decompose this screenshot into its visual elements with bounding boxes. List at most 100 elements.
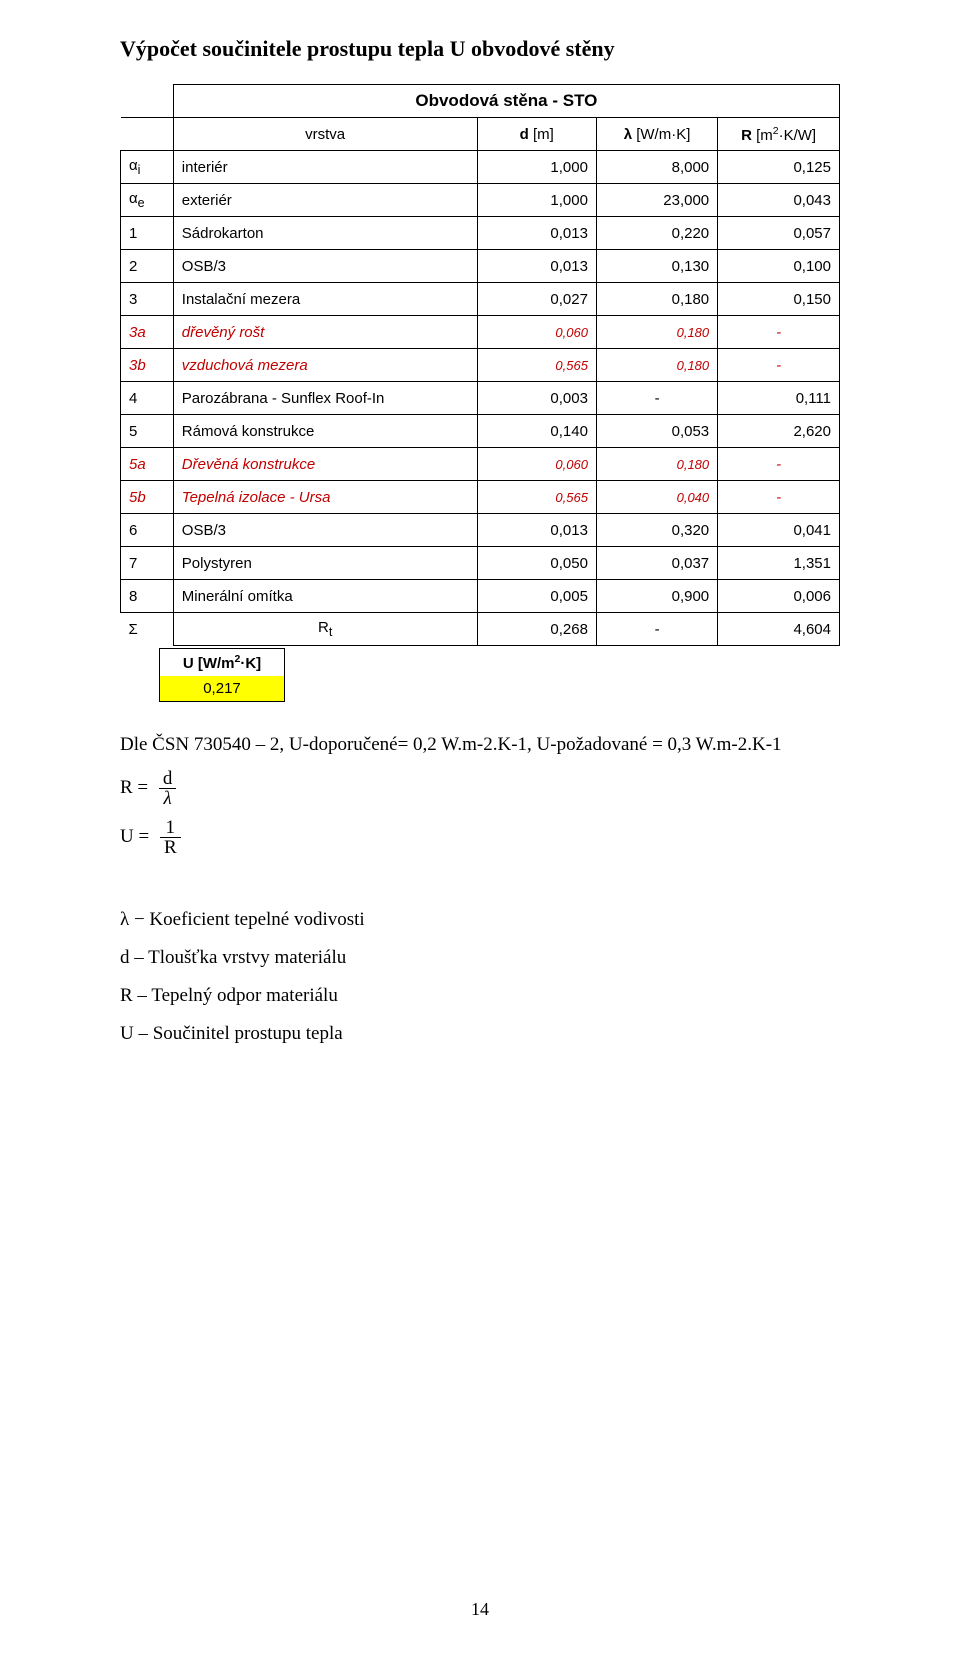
table-row: 1Sádrokarton0,0130,2200,057 — [121, 217, 840, 250]
sum-d: 0,268 — [477, 613, 596, 646]
fraction: d λ — [159, 769, 177, 808]
row-index: 2 — [121, 250, 174, 283]
row-value: - — [718, 316, 840, 349]
row-value: 1,000 — [477, 151, 596, 184]
table-row: 5Rámová konstrukce0,1400,0532,620 — [121, 415, 840, 448]
row-value: 1,000 — [477, 184, 596, 217]
row-value: 0,013 — [477, 514, 596, 547]
col-header-r: R [m2·K/W] — [718, 118, 840, 151]
row-label: Parozábrana - Sunflex Roof-In — [173, 382, 477, 415]
row-value: 0,043 — [718, 184, 840, 217]
calc-table: Obvodová stěna - STO vrstva d [m] λ [W/m… — [120, 84, 840, 646]
row-value: 0,050 — [477, 547, 596, 580]
row-value: 8,000 — [596, 151, 717, 184]
row-value: 0,111 — [718, 382, 840, 415]
row-value: 0,057 — [718, 217, 840, 250]
row-label: OSB/3 — [173, 514, 477, 547]
table-sum-row: Σ Rt 0,268 - 4,604 — [121, 613, 840, 646]
table-header-row: vrstva d [m] λ [W/m·K] R [m2·K/W] — [121, 118, 840, 151]
row-index: 3b — [121, 349, 174, 382]
row-label: Rámová konstrukce — [173, 415, 477, 448]
row-index: 3 — [121, 283, 174, 316]
fraction: 1 R — [160, 818, 181, 857]
blank-cell — [121, 118, 174, 151]
standard-note: Dle ČSN 730540 – 2, U-doporučené= 0,2 W.… — [120, 732, 860, 759]
row-label: Instalační mezera — [173, 283, 477, 316]
row-value: 0,150 — [718, 283, 840, 316]
table-row: 4Parozábrana - Sunflex Roof-In0,003-0,11… — [121, 382, 840, 415]
row-value: - — [718, 349, 840, 382]
row-label: Dřevěná konstrukce — [173, 448, 477, 481]
row-index: 1 — [121, 217, 174, 250]
row-label: Sádrokarton — [173, 217, 477, 250]
formula-r-den: λ — [159, 789, 177, 808]
sum-sigma: Σ — [121, 613, 174, 646]
col-header-lambda: λ [W/m·K] — [596, 118, 717, 151]
row-index: 5a — [121, 448, 174, 481]
row-value: 0,060 — [477, 448, 596, 481]
table-row: 3adřevěný rošt0,0600,180- — [121, 316, 840, 349]
formula-r: R = d λ — [120, 769, 860, 808]
def-u: U – Součinitel prostupu tepla — [120, 1015, 860, 1053]
table-row: 5bTepelná izolace - Ursa0,5650,040- — [121, 481, 840, 514]
row-index: 7 — [121, 547, 174, 580]
row-index: 4 — [121, 382, 174, 415]
sum-lambda: - — [596, 613, 717, 646]
page-number: 14 — [0, 1599, 960, 1620]
row-value: 0,565 — [477, 349, 596, 382]
row-index: αe — [121, 184, 174, 217]
row-index: 6 — [121, 514, 174, 547]
table-row: 3Instalační mezera0,0270,1800,150 — [121, 283, 840, 316]
formula-u-den: R — [160, 838, 181, 857]
col-header-layer: vrstva — [173, 118, 477, 151]
row-value: 0,040 — [596, 481, 717, 514]
row-index: 8 — [121, 580, 174, 613]
row-value: 0,003 — [477, 382, 596, 415]
table-row: 5aDřevěná konstrukce0,0600,180- — [121, 448, 840, 481]
row-label: dřevěný rošt — [173, 316, 477, 349]
table-row: αiinteriér1,0008,0000,125 — [121, 151, 840, 184]
formula-r-num: d — [159, 769, 177, 789]
table-row: αeexteriér1,00023,0000,043 — [121, 184, 840, 217]
row-value: - — [718, 481, 840, 514]
formula-u-num: 1 — [160, 818, 181, 838]
row-index: 5 — [121, 415, 174, 448]
col-header-d: d [m] — [477, 118, 596, 151]
row-value: 1,351 — [718, 547, 840, 580]
formula-u: U = 1 R — [120, 818, 860, 857]
row-value: 0,180 — [596, 349, 717, 382]
row-value: 0,027 — [477, 283, 596, 316]
row-value: 23,000 — [596, 184, 717, 217]
def-lambda: λ − Κoeficient tepelné vodivosti — [120, 901, 860, 939]
u-label: U [W/m2·K] — [159, 648, 285, 676]
row-label: interiér — [173, 151, 477, 184]
table-row: 6OSB/30,0130,3200,041 — [121, 514, 840, 547]
row-value: - — [596, 382, 717, 415]
sum-label: Rt — [173, 613, 477, 646]
blank-cell — [121, 85, 174, 118]
row-value: 0,006 — [718, 580, 840, 613]
table-caption: Obvodová stěna - STO — [173, 85, 839, 118]
page-title: Výpočet součinitele prostupu tepla U obv… — [120, 36, 860, 62]
row-label: Polystyren — [173, 547, 477, 580]
def-d: d – Tloušťka vrstvy materiálu — [120, 939, 860, 977]
row-index: 3a — [121, 316, 174, 349]
u-result: U [W/m2·K] 0,217 — [120, 648, 860, 702]
table-caption-row: Obvodová stěna - STO — [121, 85, 840, 118]
row-value: 0,100 — [718, 250, 840, 283]
row-value: 0,320 — [596, 514, 717, 547]
u-value: 0,217 — [159, 676, 285, 702]
row-value: 0,565 — [477, 481, 596, 514]
row-value: 0,005 — [477, 580, 596, 613]
row-value: 0,060 — [477, 316, 596, 349]
row-value: 0,013 — [477, 217, 596, 250]
def-r: R – Tepelný odpor materiálu — [120, 977, 860, 1015]
row-value: 0,041 — [718, 514, 840, 547]
formula-u-left: U = — [120, 825, 149, 846]
row-index: 5b — [121, 481, 174, 514]
row-value: 0,180 — [596, 316, 717, 349]
definitions: λ − Κoeficient tepelné vodivosti d – Tlo… — [120, 901, 860, 1053]
sum-r: 4,604 — [718, 613, 840, 646]
row-label: vzduchová mezera — [173, 349, 477, 382]
row-value: - — [718, 448, 840, 481]
